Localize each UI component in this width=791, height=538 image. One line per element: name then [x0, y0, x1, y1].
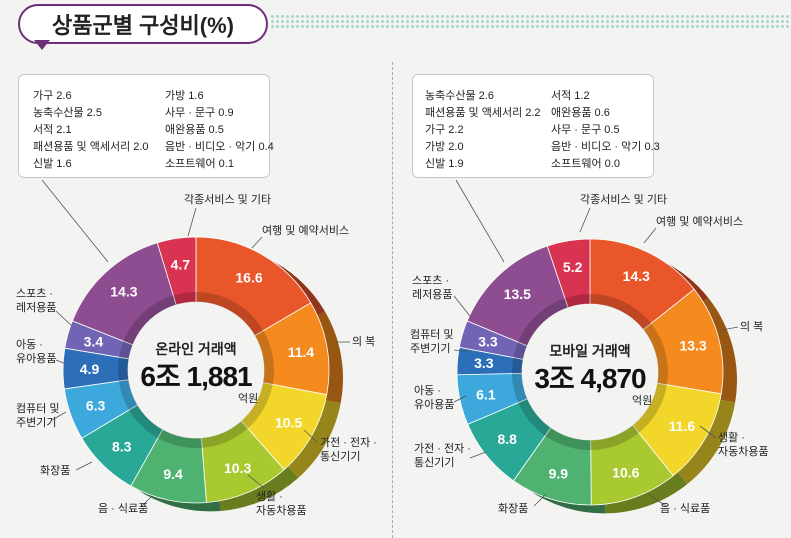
mobile-data-label: 6.1	[476, 386, 496, 402]
online-leader-line	[252, 237, 262, 248]
mobile-donut-chart: 14.3 13.3 11.6 10.6 9.9 8.8 6.1 3.3 3.3 13.5 5.2 여행…	[410, 180, 769, 515]
mobile-category-label: 스포츠 · 레저용품	[412, 274, 452, 301]
mobile-data-label: 3.3	[478, 333, 498, 349]
mobile-category-label: 각종서비스 및 기타	[580, 193, 667, 206]
mobile-category-label: 의 복	[740, 320, 763, 333]
online-category-label: 음 · 식료품	[98, 502, 148, 515]
mobile-category-label: 음 · 식료품	[660, 502, 710, 515]
online-category-label: 아동 · 유아용품	[16, 338, 56, 365]
online-category-label: 스포츠 · 레저용품	[16, 287, 56, 314]
mobile-data-label: 11.6	[669, 418, 696, 434]
mobile-data-label: 13.5	[504, 286, 531, 302]
mobile-data-label: 5.2	[563, 259, 583, 275]
online-legend-leader	[42, 180, 108, 262]
mobile-data-label: 10.6	[612, 464, 639, 480]
mobile-data-label: 3.3	[474, 355, 494, 371]
online-category-label: 각종서비스 및 기타	[184, 193, 271, 206]
mobile-leader-line	[470, 452, 486, 458]
online-data-label: 4.9	[80, 361, 100, 377]
mobile-leader-line	[454, 296, 470, 316]
mobile-center-label: 모바일 거래액	[549, 343, 630, 359]
online-data-label: 16.6	[235, 270, 262, 286]
mobile-category-label: 아동 · 유아용품	[414, 384, 454, 411]
mobile-category-label: 가전 · 전자 · 통신기기	[414, 442, 471, 469]
online-data-label: 6.3	[86, 398, 106, 414]
online-data-label: 3.4	[84, 333, 104, 349]
online-data-label: 4.7	[171, 257, 191, 273]
mobile-data-label: 13.3	[679, 337, 706, 353]
online-category-label: 컴퓨터 및 주변기기	[16, 402, 60, 429]
online-data-label: 10.3	[224, 460, 251, 476]
online-data-label: 10.5	[275, 415, 302, 431]
mobile-category-label: 여행 및 예약서비스	[656, 214, 743, 228]
online-data-label: 9.4	[163, 466, 183, 482]
mobile-data-label: 9.9	[549, 466, 569, 482]
mobile-category-label: 생활 · 자동차용품	[718, 430, 769, 458]
mobile-category-label: 화장품	[498, 502, 528, 515]
online-category-label: 가전 · 전자 · 통신기기	[320, 436, 377, 463]
online-leader-line	[76, 462, 92, 470]
online-category-label: 생활 · 자동차용품	[256, 489, 307, 517]
online-donut-chart: 16.6 11.4 10.5 10.3 9.4 8.3 6.3 4.9 3.4 14.3 4.7 여행…	[16, 180, 377, 517]
online-category-label: 화장품	[40, 464, 70, 477]
online-data-label: 11.4	[288, 344, 315, 360]
online-leader-line	[56, 311, 72, 326]
mobile-category-label: 컴퓨터 및 주변기기	[410, 328, 454, 355]
mobile-leader-line	[644, 228, 656, 243]
online-center-label: 온라인 거래액	[155, 341, 236, 357]
online-center-value: 6조 1,881	[140, 361, 252, 392]
online-leader-line	[188, 208, 196, 236]
online-data-label: 14.3	[110, 284, 137, 300]
online-data-label: 8.3	[112, 438, 132, 454]
online-category-label: 의 복	[352, 335, 375, 348]
mobile-leader-line	[580, 208, 590, 232]
mobile-center-unit: 억원	[632, 394, 652, 407]
online-center-unit: 억원	[238, 392, 258, 405]
mobile-legend-leader	[456, 180, 504, 262]
mobile-center-value: 3조 4,870	[534, 363, 646, 394]
mobile-data-label: 8.8	[498, 431, 518, 447]
online-category-label: 여행 및 예약서비스	[262, 223, 349, 237]
mobile-data-label: 14.3	[623, 268, 650, 284]
